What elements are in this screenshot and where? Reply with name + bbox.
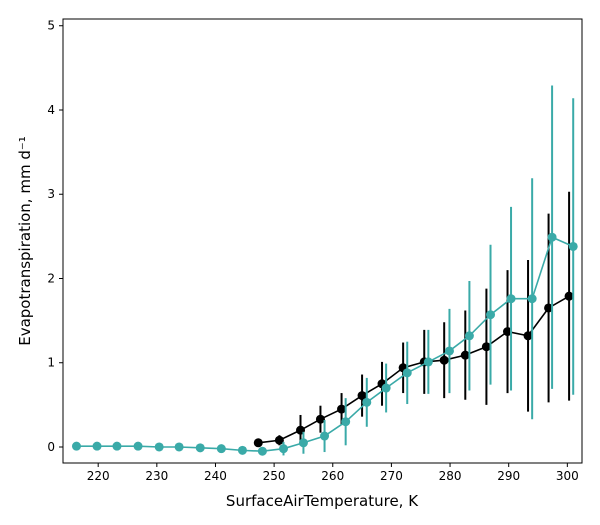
point	[216, 444, 226, 454]
point	[341, 417, 351, 427]
point	[315, 414, 325, 424]
series-line	[258, 295, 570, 444]
point	[486, 310, 496, 320]
point	[423, 357, 433, 367]
x-tick-label: 270	[380, 469, 403, 483]
y-tick-label: 1	[47, 356, 55, 370]
point	[112, 441, 122, 451]
y-axis-label: Evapotranspiration, mm d⁻¹	[16, 136, 34, 346]
point	[547, 232, 557, 242]
point	[357, 391, 367, 401]
point	[337, 404, 347, 414]
point	[279, 444, 289, 454]
x-tick-label: 280	[439, 469, 462, 483]
point	[527, 294, 537, 304]
point	[503, 327, 513, 337]
point	[274, 435, 284, 445]
point	[298, 438, 308, 448]
point	[133, 441, 143, 451]
point	[568, 241, 578, 251]
x-axis-label: SurfaceAirTemperature, K	[226, 492, 419, 510]
x-tick-label: 240	[204, 469, 227, 483]
point	[154, 442, 164, 452]
x-tick-label: 250	[263, 469, 286, 483]
point	[253, 438, 263, 448]
x-tick-label: 300	[556, 469, 579, 483]
point	[402, 368, 412, 378]
x-tick-label: 260	[321, 469, 344, 483]
y-tick-label: 4	[47, 103, 55, 117]
plot-frame	[62, 18, 583, 464]
point	[564, 291, 574, 301]
y-tick-label: 2	[47, 271, 55, 285]
point	[460, 350, 470, 360]
point	[544, 303, 554, 313]
point	[362, 397, 372, 407]
y-tick-label: 0	[47, 440, 55, 454]
point	[71, 441, 81, 451]
point	[481, 342, 491, 352]
y-tick-label: 3	[47, 187, 55, 201]
point	[237, 445, 247, 455]
point	[439, 355, 449, 365]
point	[464, 331, 474, 341]
x-tick-label: 220	[87, 469, 110, 483]
point	[320, 431, 330, 441]
point	[195, 443, 205, 453]
x-tick-label: 230	[145, 469, 168, 483]
point	[257, 446, 267, 456]
point	[523, 331, 533, 341]
y-tick-label: 5	[47, 19, 55, 33]
point	[92, 441, 102, 451]
point	[506, 294, 516, 304]
x-tick-label: 290	[497, 469, 520, 483]
point	[381, 383, 391, 393]
point	[444, 346, 454, 356]
point	[174, 442, 184, 452]
